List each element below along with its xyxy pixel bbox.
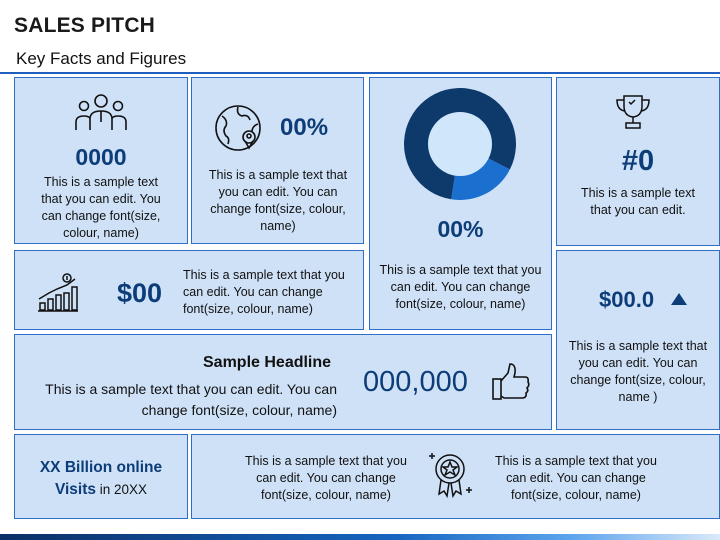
panel-bottom: This is a sample text that you can edit.… bbox=[191, 434, 720, 519]
people-group-icon bbox=[75, 94, 127, 130]
bottom-text-left: This is a sample text that you can edit.… bbox=[245, 454, 407, 502]
headline-title: Sample Headline bbox=[203, 354, 332, 371]
headline-text: This is a sample text that you can edit.… bbox=[45, 381, 337, 418]
panel-increase: $00.0 This is a sample text that you can… bbox=[556, 250, 720, 430]
page-title: SALES PITCH bbox=[14, 14, 156, 37]
donut-hole bbox=[428, 112, 492, 176]
bottom-text-right: This is a sample text that you can edit.… bbox=[495, 454, 657, 502]
increase-text: This is a sample text that you can edit.… bbox=[568, 339, 708, 404]
bottom-accent-bar bbox=[0, 534, 720, 540]
globe-text: This is a sample text that you can edit.… bbox=[208, 168, 348, 233]
trophy-value: #0 bbox=[621, 145, 655, 177]
donut-text: This is a sample text that you can edit.… bbox=[379, 263, 542, 311]
panel-donut: 00% This is a sample text that you can e… bbox=[369, 77, 552, 330]
donut-chart bbox=[404, 88, 516, 200]
growth-text: This is a sample text that you can edit.… bbox=[183, 268, 345, 316]
growth-value: $00 bbox=[117, 278, 163, 308]
panel-globe: 00% This is a sample text that you can e… bbox=[191, 77, 364, 244]
visits-suffix: in 20XX bbox=[96, 482, 148, 497]
panel-trophy: #0 This is a sample text that you can ed… bbox=[556, 77, 720, 246]
panel-visits: XX Billion online Visits in 20XX bbox=[14, 434, 188, 519]
visits-text-wrap: XX Billion online Visits in 20XX bbox=[23, 457, 179, 501]
globe-value: 00% bbox=[280, 114, 329, 141]
thumbs-up-icon bbox=[492, 363, 530, 400]
globe-location-icon bbox=[215, 105, 261, 151]
panel-growth: $00 This is a sample text that you can e… bbox=[14, 250, 364, 330]
header-divider bbox=[0, 72, 720, 74]
triangle-up-icon bbox=[671, 293, 687, 305]
trophy-icon bbox=[616, 95, 650, 129]
people-value: 0000 bbox=[75, 144, 127, 170]
panel-people: 0000 This is a sample text that you can … bbox=[14, 77, 188, 244]
page-subtitle: Key Facts and Figures bbox=[16, 49, 187, 68]
increase-value: $00.0 bbox=[599, 287, 655, 312]
visits-value: XX Billion online Visits bbox=[39, 459, 163, 498]
award-badge-icon bbox=[429, 453, 472, 499]
growth-chart-dollar-icon bbox=[38, 273, 78, 312]
donut-value: 00% bbox=[437, 216, 484, 242]
people-text: This is a sample text that you can edit.… bbox=[41, 175, 161, 240]
trophy-text: This is a sample text that you can edit. bbox=[581, 186, 695, 217]
panel-headline: Sample Headline This is a sample text th… bbox=[14, 334, 552, 430]
headline-value: 000,000 bbox=[363, 366, 468, 398]
